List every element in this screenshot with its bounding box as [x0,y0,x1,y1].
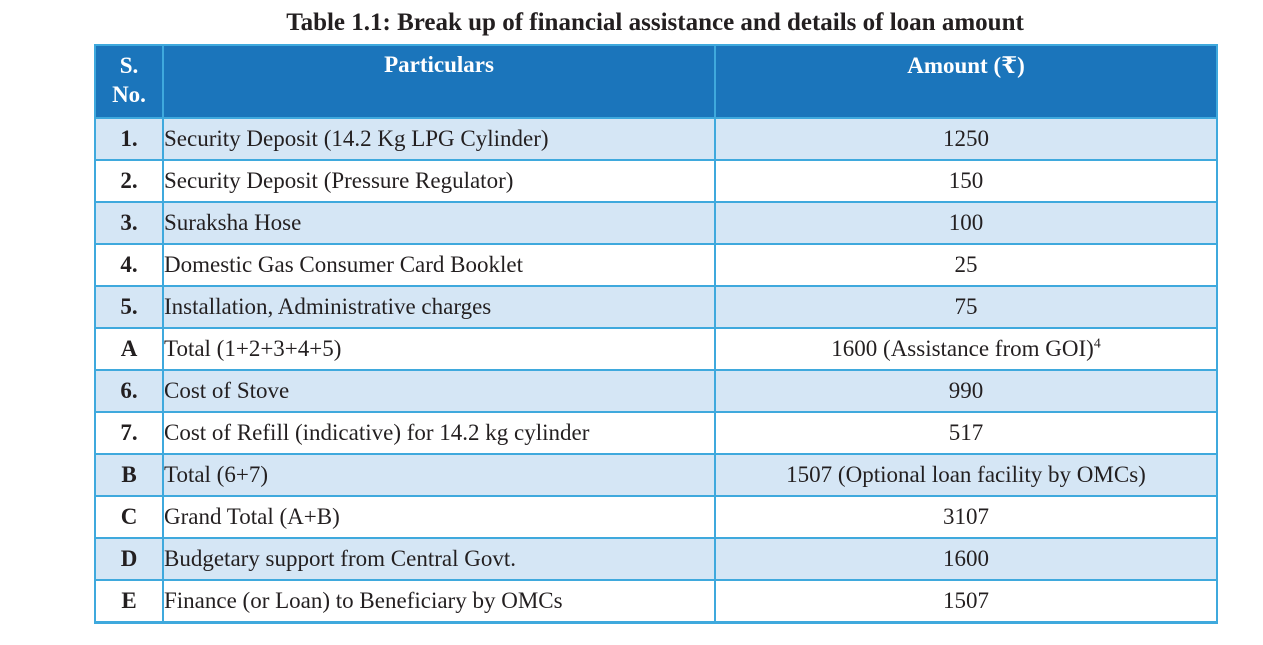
table-row: 2. Security Deposit (Pressure Regulator)… [94,159,1218,203]
sno-cell: 4. [94,243,164,287]
particulars-cell: Grand Total (A+B) [162,495,716,539]
amount-cell: 1507 (Optional loan facility by OMCs) [714,453,1218,497]
column-header-sno-line2: No. [112,81,146,107]
financial-assistance-table: S. No. Particulars Amount (₹) 1. Securit… [94,44,1218,624]
particulars-cell: Cost of Refill (indicative) for 14.2 kg … [162,411,716,455]
sno-cell: C [94,495,164,539]
sno-cell: 2. [94,159,164,203]
column-header-particulars: Particulars [162,44,716,119]
sno-cell: 7. [94,411,164,455]
sno-cell: 5. [94,285,164,329]
table-row: D Budgetary support from Central Govt. 1… [94,537,1218,581]
amount-cell: 1250 [714,117,1218,161]
footnote-ref-4: 4 [1093,335,1101,351]
amount-cell: 1600 [714,537,1218,581]
particulars-cell: Finance (or Loan) to Beneficiary by OMCs [162,579,716,624]
particulars-cell: Domestic Gas Consumer Card Booklet [162,243,716,287]
particulars-cell: Budgetary support from Central Govt. [162,537,716,581]
amount-cell: 150 [714,159,1218,203]
table-row: 1. Security Deposit (14.2 Kg LPG Cylinde… [94,117,1218,161]
table-row-total-b: B Total (6+7) 1507 (Optional loan facili… [94,453,1218,497]
table-row: 6. Cost of Stove 990 [94,369,1218,413]
particulars-cell: Total (6+7) [162,453,716,497]
table-header: S. No. Particulars Amount (₹) [94,44,1218,119]
sno-cell: 1. [94,117,164,161]
particulars-cell: Cost of Stove [162,369,716,413]
sno-cell: B [94,453,164,497]
amount-text: 1600 (Assistance from GOI) [831,336,1094,361]
header-row: S. No. Particulars Amount (₹) [94,44,1218,119]
sno-cell: 3. [94,201,164,245]
particulars-cell: Total (1+2+3+4+5) [162,327,716,371]
particulars-cell: Security Deposit (14.2 Kg LPG Cylinder) [162,117,716,161]
column-header-sno: S. No. [94,44,164,119]
amount-cell: 1600 (Assistance from GOI)4 [714,327,1218,371]
column-header-sno-line1: S. [119,53,139,78]
table-row-total-a: A Total (1+2+3+4+5) 1600 (Assistance fro… [94,327,1218,371]
table-row: 3. Suraksha Hose 100 [94,201,1218,245]
amount-cell: 25 [714,243,1218,287]
table-body: 1. Security Deposit (14.2 Kg LPG Cylinde… [94,117,1218,624]
particulars-cell: Installation, Administrative charges [162,285,716,329]
amount-cell: 100 [714,201,1218,245]
particulars-cell: Suraksha Hose [162,201,716,245]
sno-cell: 6. [94,369,164,413]
sno-cell: E [94,579,164,624]
table-row: 5. Installation, Administrative charges … [94,285,1218,329]
table-row: 7. Cost of Refill (indicative) for 14.2 … [94,411,1218,455]
amount-cell: 517 [714,411,1218,455]
page-title: Table 1.1: Break up of financial assista… [286,9,1024,36]
amount-cell: 1507 [714,579,1218,624]
particulars-cell: Security Deposit (Pressure Regulator) [162,159,716,203]
amount-cell: 990 [714,369,1218,413]
amount-cell: 3107 [714,495,1218,539]
table-row: E Finance (or Loan) to Beneficiary by OM… [94,579,1218,624]
table-row: 4. Domestic Gas Consumer Card Booklet 25 [94,243,1218,287]
table-row-grand-total: C Grand Total (A+B) 3107 [94,495,1218,539]
column-header-amount: Amount (₹) [714,44,1218,119]
sno-cell: A [94,327,164,371]
sno-cell: D [94,537,164,581]
amount-cell: 75 [714,285,1218,329]
